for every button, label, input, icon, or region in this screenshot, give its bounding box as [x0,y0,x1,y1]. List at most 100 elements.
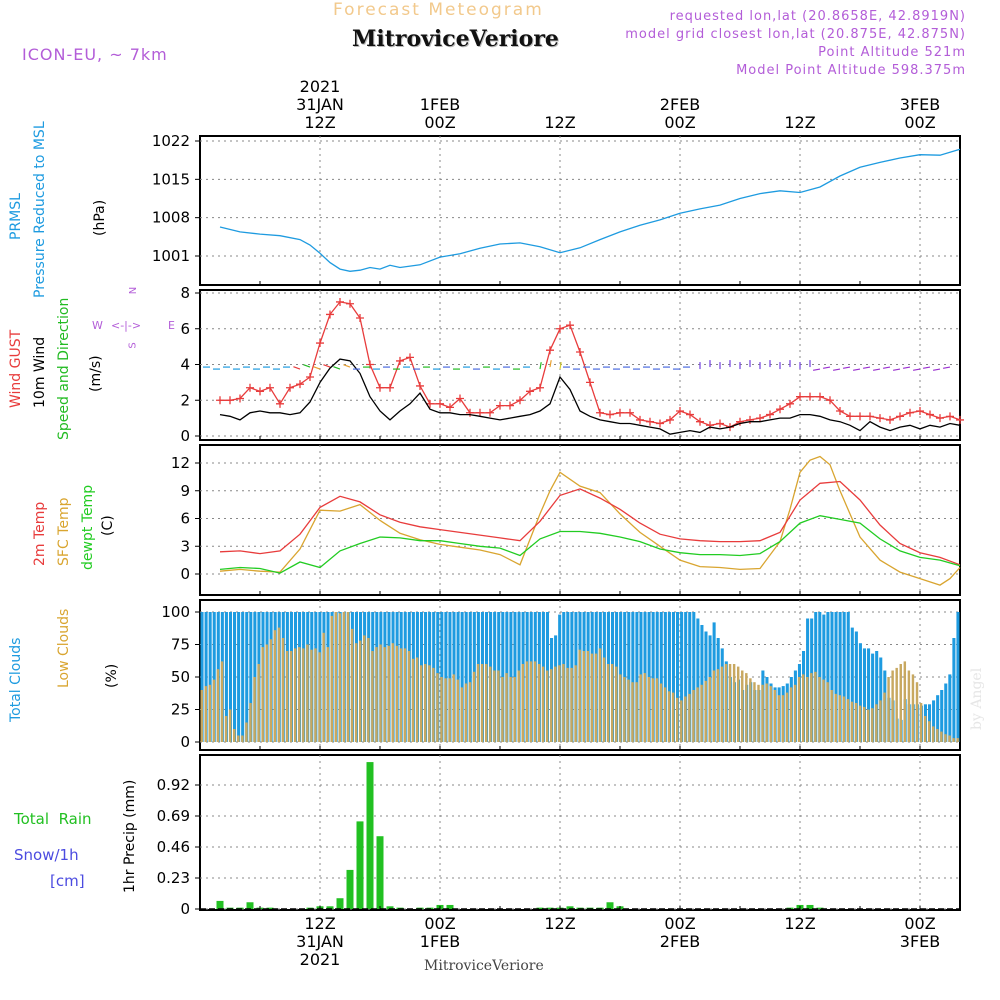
low-cloud-bar [399,648,403,742]
low-cloud-bar [643,673,646,742]
low-cloud-bar [594,653,598,742]
time-label-bottom: 12Z [304,914,335,933]
wind-gust-point [386,383,394,392]
wind-gust-point [666,415,674,424]
low-cloud-bar [728,664,732,742]
low-cloud-bar [273,630,277,742]
time-label-bottom: 12Z [784,914,815,933]
low-cloud-bar [749,678,752,742]
wind-direction-arrow [823,366,831,369]
time-label-bottom: 00Z [424,914,455,933]
wind-direction-arrow [313,366,321,370]
wind-gust-point [766,410,774,419]
wind-gust-point [926,410,934,419]
total-cloud-bar [659,612,663,742]
low-cloud-bar [578,649,581,742]
rain-bar [816,907,824,909]
pressure-line [219,148,961,272]
wind-direction-arrow [923,366,931,369]
wind-gust-point [736,417,744,426]
wind-gust-point [326,310,334,319]
low-cloud-bar [911,674,915,742]
wind-gust-point [466,408,474,417]
total-cloud-bar [842,612,846,742]
rain-bar [376,836,384,909]
model-label: ICON-EU, ~ 7km [22,45,168,64]
time-label-bottom: 12Z [544,914,575,933]
low-cloud-bar [680,700,683,742]
clouds-unit: (%) [104,663,120,688]
wind-gust-point [436,399,444,408]
total-cloud-bar [940,690,944,742]
wind-gust-point [856,412,864,421]
wind-gust-point [756,414,764,423]
total-cloud-bar [875,651,879,742]
low-cloud-bar [277,627,281,742]
low-cloud-bar [610,664,614,742]
total-cloud-bar [241,612,245,742]
low-cloud-bar [700,684,703,742]
low-cloud-bar [651,678,655,742]
low-cloud-bar [862,706,866,742]
low-cloud-bar [932,726,935,742]
rain-bar [336,898,344,909]
panel-frame [199,444,961,596]
wind-gust-point [626,408,634,417]
low-cloud-bar [253,677,256,742]
low-cloud-bar [379,644,382,742]
total-cloud-bar [826,612,830,742]
rain-bar [566,906,574,909]
rain-bar [386,906,394,909]
total-cloud-bar [635,612,639,742]
low-cloud-bar [322,632,325,742]
total-cloud-bar [936,695,940,742]
snow-unit: [cm] [50,872,85,890]
precip-axis-label: 1hr Precip (mm) [122,779,138,893]
wind-gust-point [476,408,484,417]
y-tick-label: 0 [180,427,190,445]
wind-gust-point [906,408,914,417]
low-cloud-bar [383,647,386,742]
low-cloud-bar [314,648,317,742]
panel-frame [199,754,961,911]
time-label-top: 2FEB [660,95,700,114]
low-cloud-bar [696,687,699,742]
total-cloud-bar [834,612,838,742]
low-cloud-bar [550,669,553,742]
low-cloud-bar [342,612,346,742]
total-cloud-bar [822,614,826,742]
low-cloud-bar [566,667,569,742]
total-cloud-bar [688,612,692,742]
low-cloud-bar [598,648,602,742]
time-label-bottom: 2021 [300,950,341,969]
low-cloud-bar [472,671,476,742]
low-cloud-bar [529,661,533,742]
y-tick-label: 0.92 [157,776,190,794]
total-cloud-bar [838,612,842,742]
wind-gust-point [266,383,274,392]
wind-gust-point [606,410,614,419]
rain-bar [546,907,554,909]
low-cloud-bar [724,664,728,742]
low-cloud-bar [509,677,512,742]
total-cloud-bar [237,612,241,742]
wind-direction-label: Speed and Direction [56,297,72,440]
wind-gust-point [716,419,724,428]
low-cloud-bar [927,721,931,742]
temp-2m-line [219,480,961,566]
wind-gust-point [566,321,574,330]
low-cloud-bar [822,679,825,742]
low-cloud-bar [688,693,691,742]
wind-gust-point [806,392,814,401]
wind-gust-point [236,394,244,403]
low-cloud-bar [647,677,650,742]
wind-gust-point [876,414,884,423]
wind-gust-label: Wind GUST [8,329,24,408]
low-cloud-bar [208,684,212,742]
low-cloud-bar [387,645,390,742]
low-cloud-bar [850,701,854,742]
low-cloud-bar [257,664,260,742]
low-cloud-bar [716,669,720,742]
low-cloud-bar [923,716,927,742]
